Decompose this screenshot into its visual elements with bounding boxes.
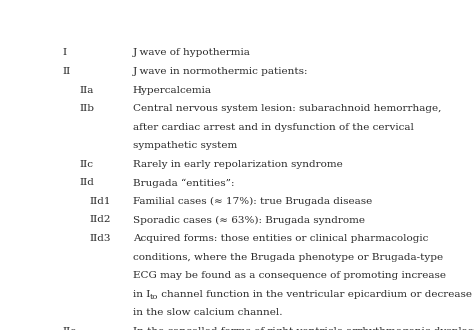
Text: Acquired forms: those entities or clinical pharmacologic: Acquired forms: those entities or clinic… (133, 234, 428, 243)
Text: IIc: IIc (80, 160, 93, 169)
Text: Rarely in early repolarization syndrome: Rarely in early repolarization syndrome (133, 160, 343, 169)
Text: I: I (62, 49, 66, 57)
Text: in I: in I (133, 290, 150, 299)
Text: IIa: IIa (80, 85, 94, 95)
Text: In the cancelled forms of right ventricle arrhythmogenic dysplasia: In the cancelled forms of right ventricl… (133, 327, 474, 330)
Text: Hypercalcemia: Hypercalcemia (133, 85, 212, 95)
Text: J wave in normothermic patients:: J wave in normothermic patients: (133, 67, 308, 76)
Text: ECG may be found as a consequence of promoting increase: ECG may be found as a consequence of pro… (133, 271, 446, 280)
Text: II: II (62, 67, 71, 76)
Text: Central nervous system lesion: subarachnoid hemorrhage,: Central nervous system lesion: subarachn… (133, 104, 441, 113)
Text: IId1: IId1 (90, 197, 111, 206)
Text: sympathetic system: sympathetic system (133, 141, 237, 150)
Text: IId2: IId2 (90, 215, 111, 224)
Text: Brugada “entities”:: Brugada “entities”: (133, 178, 234, 188)
Text: IId3: IId3 (90, 234, 111, 243)
Text: Familial cases (≈ 17%): true Brugada disease: Familial cases (≈ 17%): true Brugada dis… (133, 197, 372, 206)
Text: J wave of hypothermia: J wave of hypothermia (133, 49, 251, 57)
Text: conditions, where the Brugada phenotype or Brugada-type: conditions, where the Brugada phenotype … (133, 252, 443, 262)
Text: to: to (150, 293, 158, 301)
Text: in the slow calcium channel.: in the slow calcium channel. (133, 308, 282, 317)
Text: after cardiac arrest and in dysfunction of the cervical: after cardiac arrest and in dysfunction … (133, 123, 414, 132)
Text: IId: IId (80, 178, 94, 187)
Text: IIe: IIe (62, 327, 77, 330)
Text: IIb: IIb (80, 104, 94, 113)
Text: channel function in the ventricular epicardium or decrease: channel function in the ventricular epic… (158, 290, 473, 299)
Text: Sporadic cases (≈ 63%): Brugada syndrome: Sporadic cases (≈ 63%): Brugada syndrome (133, 215, 365, 224)
